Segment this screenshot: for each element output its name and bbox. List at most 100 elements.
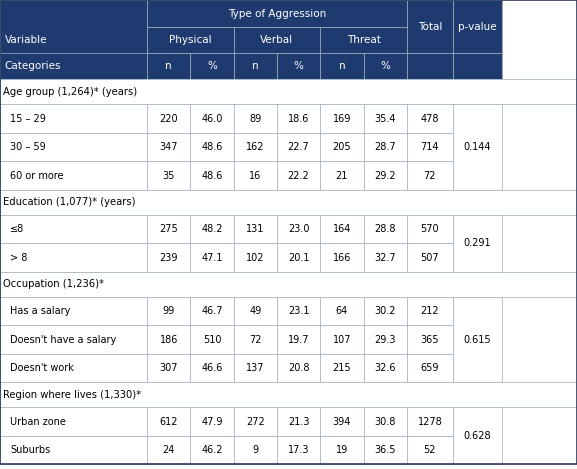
Text: 19: 19	[336, 445, 348, 455]
Text: 46.7: 46.7	[201, 306, 223, 316]
Bar	[234, 215, 277, 243]
Bar	[147, 53, 190, 79]
Bar	[147, 325, 190, 354]
Bar	[320, 28, 407, 53]
Bar	[277, 105, 320, 133]
Bar	[234, 325, 277, 354]
Text: 20.1: 20.1	[288, 253, 309, 263]
Text: Verbal: Verbal	[260, 36, 294, 45]
Text: 16: 16	[249, 171, 261, 181]
Bar	[0, 161, 147, 190]
Text: Urban zone: Urban zone	[10, 416, 66, 427]
Text: 46.0: 46.0	[201, 113, 223, 124]
Bar	[0, 297, 147, 325]
Bar	[277, 408, 320, 436]
Text: p-value: p-value	[458, 22, 497, 32]
Text: Education (1,077)* (years): Education (1,077)* (years)	[3, 197, 136, 207]
Text: Variable: Variable	[5, 35, 47, 45]
Bar	[147, 215, 190, 243]
Bar	[147, 354, 190, 382]
Bar	[0, 325, 147, 354]
Text: 205: 205	[332, 142, 351, 152]
Bar	[0, 105, 147, 133]
Bar	[234, 133, 277, 161]
Text: Suburbs: Suburbs	[10, 445, 51, 455]
Bar	[190, 53, 234, 79]
Text: 28.8: 28.8	[374, 224, 396, 234]
Bar	[364, 215, 407, 243]
Bar	[320, 133, 364, 161]
Text: 714: 714	[421, 142, 439, 152]
Bar	[407, 215, 453, 243]
Bar	[320, 297, 364, 325]
Text: 72: 72	[424, 171, 436, 181]
Text: > 8: > 8	[10, 253, 28, 263]
Text: 52: 52	[424, 445, 436, 455]
Text: 35.4: 35.4	[374, 113, 396, 124]
Bar	[277, 215, 320, 243]
Bar	[364, 105, 407, 133]
Bar	[147, 436, 190, 464]
Text: n: n	[252, 61, 258, 71]
Bar	[147, 161, 190, 190]
Bar	[0, 382, 577, 408]
Text: 30.8: 30.8	[374, 416, 396, 427]
Bar	[407, 53, 453, 79]
Bar	[0, 436, 147, 464]
Text: 30.2: 30.2	[374, 306, 396, 316]
Text: 15 – 29: 15 – 29	[10, 113, 46, 124]
Text: Age group (1,264)* (years): Age group (1,264)* (years)	[3, 87, 137, 97]
Bar	[364, 325, 407, 354]
Bar	[277, 325, 320, 354]
Bar	[234, 53, 277, 79]
Text: 0.291: 0.291	[464, 238, 491, 249]
Text: 60 or more: 60 or more	[10, 171, 64, 181]
Text: 102: 102	[246, 253, 265, 263]
Bar	[190, 297, 234, 325]
Text: Doesn't have a salary: Doesn't have a salary	[10, 334, 117, 345]
Text: 169: 169	[333, 113, 351, 124]
Text: 394: 394	[333, 416, 351, 427]
Text: 220: 220	[159, 113, 178, 124]
Text: 47.9: 47.9	[201, 416, 223, 427]
Text: %: %	[380, 61, 390, 71]
Bar	[320, 243, 364, 272]
Bar	[0, 243, 147, 272]
Bar	[277, 161, 320, 190]
Text: 131: 131	[246, 224, 264, 234]
Bar	[320, 408, 364, 436]
Text: 347: 347	[159, 142, 178, 152]
Text: 46.6: 46.6	[201, 363, 223, 373]
Bar	[0, 0, 147, 79]
Bar	[320, 161, 364, 190]
Text: 29.3: 29.3	[374, 334, 396, 345]
Bar	[0, 354, 147, 382]
Bar	[277, 354, 320, 382]
Text: 478: 478	[421, 113, 439, 124]
Text: 19.7: 19.7	[288, 334, 309, 345]
Text: 46.2: 46.2	[201, 445, 223, 455]
Text: 89: 89	[249, 113, 261, 124]
Text: 510: 510	[203, 334, 222, 345]
Text: 164: 164	[333, 224, 351, 234]
Text: 215: 215	[332, 363, 351, 373]
Text: 20.8: 20.8	[288, 363, 309, 373]
Text: 36.5: 36.5	[374, 445, 396, 455]
Bar	[407, 243, 453, 272]
Bar	[364, 408, 407, 436]
Text: 659: 659	[421, 363, 439, 373]
Text: 24: 24	[163, 445, 175, 455]
Bar	[234, 243, 277, 272]
Text: 612: 612	[159, 416, 178, 427]
Bar	[147, 105, 190, 133]
Bar	[364, 161, 407, 190]
Text: 365: 365	[421, 334, 439, 345]
Bar	[234, 436, 277, 464]
Text: %: %	[294, 61, 304, 71]
Text: 21: 21	[336, 171, 348, 181]
Text: 99: 99	[163, 306, 175, 316]
Text: 23.0: 23.0	[288, 224, 309, 234]
Bar	[234, 161, 277, 190]
Bar	[453, 0, 502, 53]
Text: 47.1: 47.1	[201, 253, 223, 263]
